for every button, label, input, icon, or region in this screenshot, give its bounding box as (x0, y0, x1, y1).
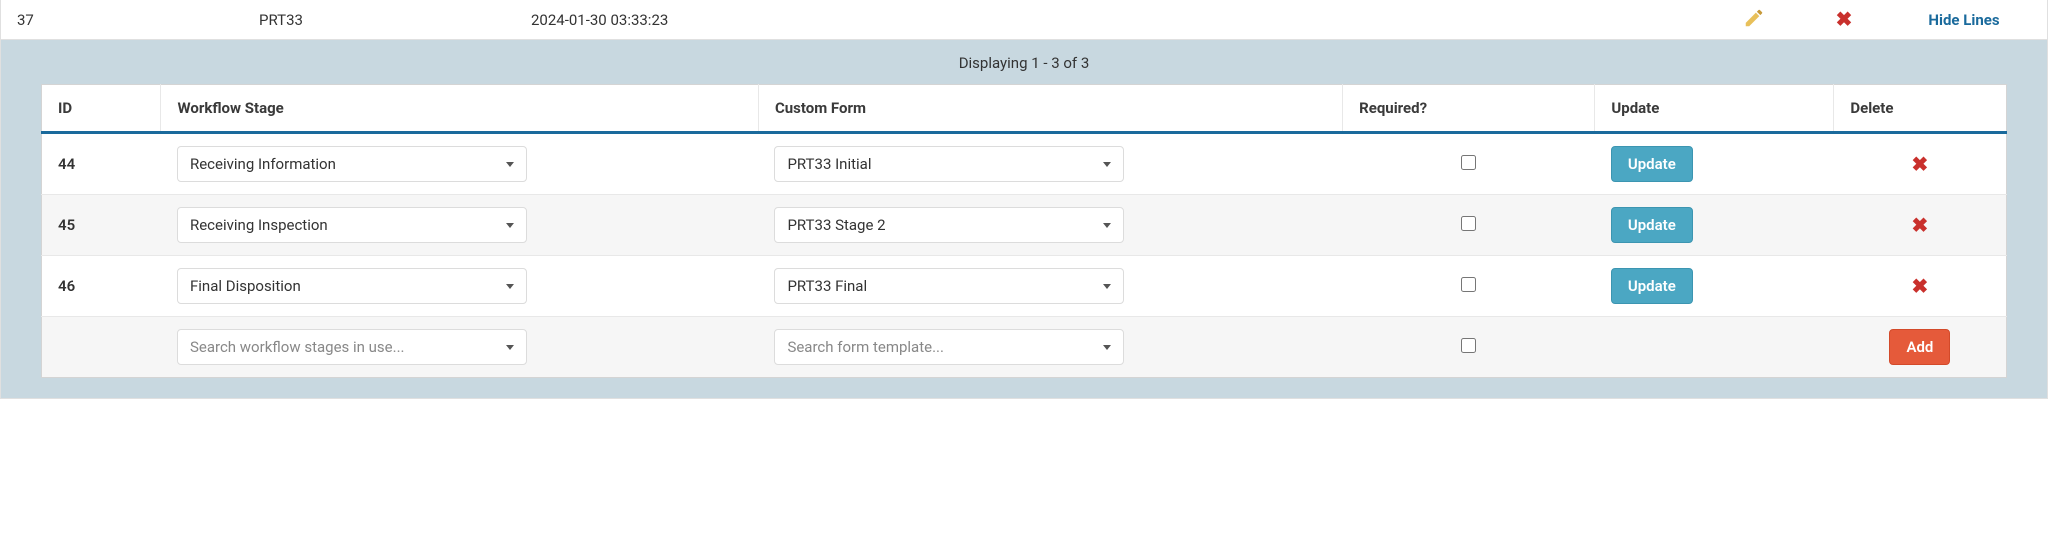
col-header-workflow-stage: Workflow Stage (161, 85, 758, 133)
col-header-update: Update (1595, 85, 1834, 133)
parent-row: 37 PRT33 2024-01-30 03:33:23 ✖ Hide Line… (1, 0, 2047, 40)
parent-actions: ✖ Hide Lines (1709, 7, 2047, 33)
dropdown-value: PRT33 Final (787, 277, 867, 295)
parent-code: PRT33 (91, 5, 471, 35)
custom-form-dropdown[interactable]: PRT33 Initial (774, 146, 1124, 182)
custom-form-dropdown[interactable]: PRT33 Final (774, 268, 1124, 304)
update-button[interactable]: Update (1611, 146, 1693, 182)
chevron-down-icon (506, 345, 514, 350)
delete-action-cell: ✖ (1799, 9, 1889, 30)
col-header-required: Required? (1343, 85, 1595, 133)
dropdown-value: PRT33 Initial (787, 155, 871, 173)
col-header-custom-form: Custom Form (758, 85, 1342, 133)
lines-table: ID Workflow Stage Custom Form Required? … (41, 84, 2007, 378)
workflow-stage-search-dropdown[interactable]: Search workflow stages in use... (177, 329, 527, 365)
chevron-down-icon (506, 162, 514, 167)
dropdown-value: Receiving Information (190, 155, 336, 173)
dropdown-placeholder: Search workflow stages in use... (190, 338, 405, 356)
row-id: 45 (42, 195, 161, 256)
col-header-id: ID (42, 85, 161, 133)
expanded-panel: Displaying 1 - 3 of 3 ID Workflow Stage … (1, 40, 2047, 398)
custom-form-search-dropdown[interactable]: Search form template... (774, 329, 1124, 365)
required-checkbox[interactable] (1461, 338, 1476, 353)
chevron-down-icon (1103, 284, 1111, 289)
chevron-down-icon (1103, 345, 1111, 350)
chevron-down-icon (506, 284, 514, 289)
dropdown-value: PRT33 Stage 2 (787, 216, 885, 234)
add-row: Search workflow stages in use... Search … (42, 317, 2007, 378)
update-button[interactable]: Update (1611, 268, 1693, 304)
row-id: 46 (42, 256, 161, 317)
table-row: 45 Receiving Inspection PRT33 Stage 2 (42, 195, 2007, 256)
table-row: 44 Receiving Information PRT33 Initial (42, 133, 2007, 195)
custom-form-dropdown[interactable]: PRT33 Stage 2 (774, 207, 1124, 243)
parent-timestamp: 2024-01-30 03:33:23 (471, 5, 1709, 35)
edit-icon[interactable] (1743, 15, 1765, 33)
table-row: 46 Final Disposition PRT33 Final (42, 256, 2007, 317)
required-checkbox[interactable] (1461, 155, 1476, 170)
dropdown-value: Receiving Inspection (190, 216, 328, 234)
col-header-delete: Delete (1834, 85, 2007, 133)
workflow-stage-dropdown[interactable]: Receiving Information (177, 146, 527, 182)
chevron-down-icon (1103, 162, 1111, 167)
edit-action-cell (1709, 7, 1799, 33)
add-button[interactable]: Add (1889, 329, 1950, 365)
delete-row-icon[interactable]: ✖ (1912, 274, 1929, 298)
delete-row-icon[interactable]: ✖ (1912, 213, 1929, 237)
required-checkbox[interactable] (1461, 216, 1476, 231)
required-checkbox[interactable] (1461, 277, 1476, 292)
outer-container: 37 PRT33 2024-01-30 03:33:23 ✖ Hide Line… (0, 0, 2048, 399)
update-button[interactable]: Update (1611, 207, 1693, 243)
workflow-stage-dropdown[interactable]: Receiving Inspection (177, 207, 527, 243)
table-header-row: ID Workflow Stage Custom Form Required? … (42, 85, 2007, 133)
workflow-stage-dropdown[interactable]: Final Disposition (177, 268, 527, 304)
display-count-text: Displaying 1 - 3 of 3 (1, 40, 2047, 84)
hide-lines-cell: Hide Lines (1889, 11, 2039, 29)
dropdown-placeholder: Search form template... (787, 338, 944, 356)
dropdown-value: Final Disposition (190, 277, 301, 295)
delete-icon[interactable]: ✖ (1836, 7, 1853, 31)
delete-row-icon[interactable]: ✖ (1912, 152, 1929, 176)
parent-id: 37 (1, 5, 91, 35)
chevron-down-icon (1103, 223, 1111, 228)
chevron-down-icon (506, 223, 514, 228)
row-id: 44 (42, 133, 161, 195)
hide-lines-link[interactable]: Hide Lines (1928, 11, 1999, 29)
